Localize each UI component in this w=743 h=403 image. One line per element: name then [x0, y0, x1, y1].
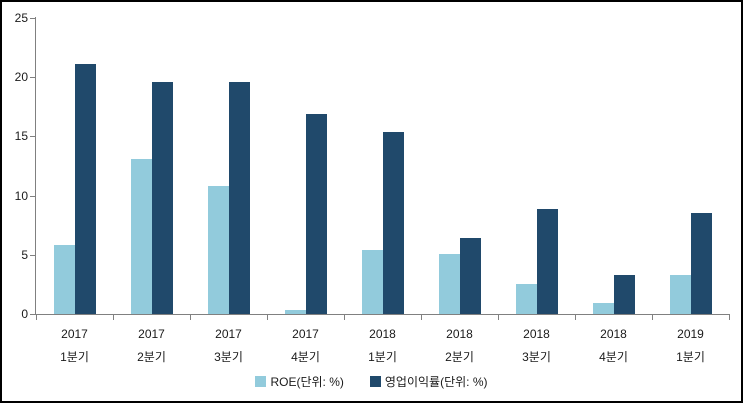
legend: ROE(단위: %) 영업이익률(단위: %)	[2, 373, 741, 390]
bar	[131, 159, 152, 314]
y-tick-mark	[30, 77, 35, 79]
bar	[306, 114, 327, 314]
bar	[691, 213, 712, 314]
y-tick-mark	[30, 195, 35, 197]
x-tick-mark	[652, 315, 653, 320]
x-category-label: 2017 2분기	[137, 327, 166, 364]
bar	[75, 64, 96, 314]
x-tick-mark	[498, 315, 499, 320]
bar	[593, 303, 614, 314]
legend-swatch-icon	[255, 376, 267, 387]
x-category-label: 2017 1분기	[60, 327, 89, 364]
legend-swatch-icon	[369, 376, 381, 387]
y-tick-label: 25	[14, 11, 28, 25]
x-tick-mark	[344, 315, 345, 320]
y-tick-mark	[30, 18, 35, 19]
legend-item: 영업이익률(단위: %)	[369, 373, 488, 390]
bar	[229, 82, 250, 314]
bar	[537, 209, 558, 314]
x-tick-mark	[729, 315, 730, 320]
y-tick-mark	[30, 254, 35, 256]
y-tick-label: 20	[14, 70, 28, 85]
x-category-label: 2018 1분기	[368, 327, 397, 364]
y-tick-label: 0	[21, 307, 28, 321]
bar	[54, 245, 75, 314]
bar	[439, 254, 460, 314]
x-tick-mark	[190, 315, 191, 320]
legend-label: ROE(단위: %)	[270, 375, 344, 389]
y-tick-label: 5	[21, 247, 28, 262]
x-category-label: 2018 2분기	[445, 327, 474, 364]
bar	[614, 275, 635, 314]
y-axis-line	[35, 17, 36, 315]
x-axis-line	[35, 314, 730, 315]
x-tick-mark	[575, 315, 576, 320]
y-tick-mark	[30, 314, 35, 315]
y-tick-mark	[30, 136, 35, 138]
x-tick-mark	[267, 315, 268, 320]
x-category-label: 2018 3분기	[522, 327, 551, 364]
x-category-label: 2018 4분기	[599, 327, 628, 364]
x-tick-mark	[113, 315, 114, 320]
x-tick-mark	[421, 315, 422, 320]
x-category-label: 2019 1분기	[676, 327, 705, 364]
bar	[152, 82, 173, 314]
legend-label: 영업이익률(단위: %)	[384, 375, 488, 389]
bar	[362, 250, 383, 314]
bar	[285, 310, 306, 314]
legend-item: ROE(단위: %)	[255, 373, 344, 390]
y-tick-label: 10	[14, 188, 28, 203]
bar	[383, 132, 404, 314]
y-tick-label: 15	[14, 129, 28, 144]
bar	[670, 275, 691, 314]
bar	[460, 238, 481, 314]
bar	[208, 186, 229, 314]
x-category-label: 2017 3분기	[214, 327, 243, 364]
x-category-label: 2017 4분기	[291, 327, 320, 364]
x-tick-mark	[36, 315, 37, 320]
bar	[516, 284, 537, 314]
